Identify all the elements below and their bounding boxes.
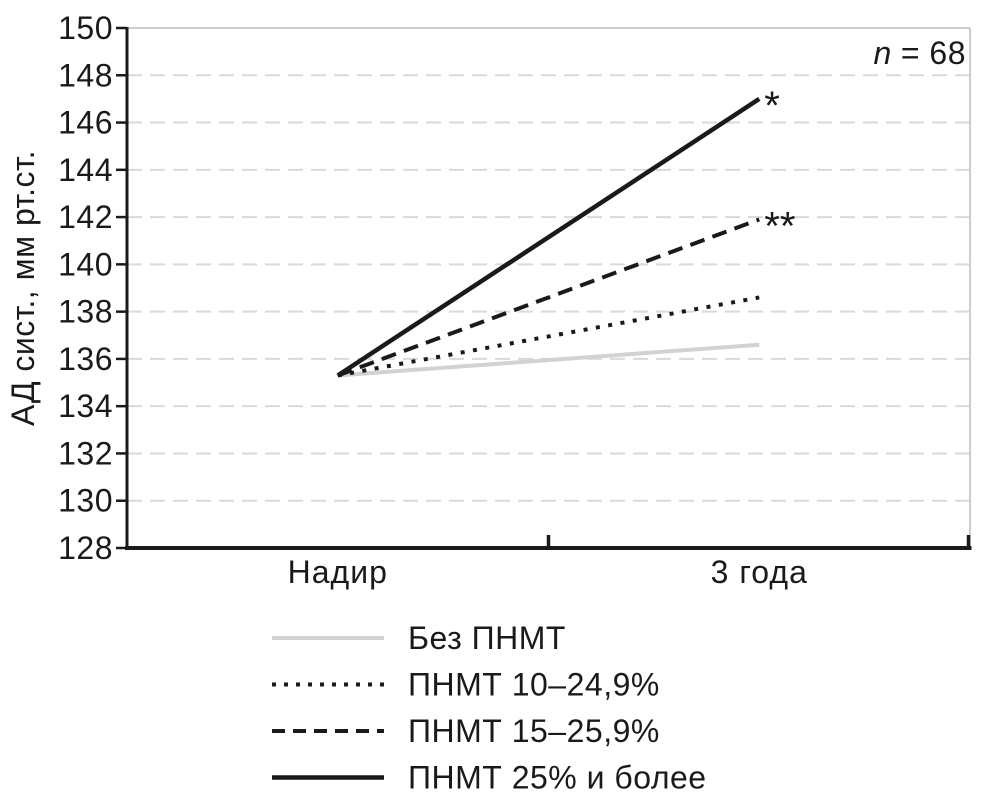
legend-label-1: ПНМТ 10–24,9% [408, 667, 660, 703]
y-tick-label-150: 150 [58, 10, 113, 46]
sample-size-value: = 68 [901, 35, 966, 71]
y-tick-label-146: 146 [58, 105, 113, 141]
series-line-3 [336, 97, 761, 378]
y-tick-label-134: 134 [58, 388, 113, 424]
gridlines [127, 27, 971, 548]
legend-item-2: ПНМТ 15–25,9% [272, 713, 660, 749]
series-line-0 [337, 342, 760, 378]
legend-label-2: ПНМТ 15–25,9% [408, 713, 660, 749]
sample-size-symbol: n [874, 35, 892, 71]
series-line-1 [337, 295, 760, 378]
x-category-label-0: Надир [288, 554, 388, 590]
legend: Без ПНМТ ПНМТ 10–24,9% ПНМТ 15–25,9% ПНМТ 2… [272, 620, 707, 796]
series-line-2 [337, 217, 760, 378]
legend-label-3: ПНМТ 25% и более [408, 760, 707, 796]
y-tick-label-128: 128 [58, 530, 113, 566]
y-tick-label-138: 138 [58, 294, 113, 330]
sample-size-annotation: n = 68 [874, 35, 966, 71]
y-tick-label-144: 144 [58, 152, 113, 188]
legend-item-3: ПНМТ 25% и более [272, 760, 707, 796]
x-category-label-1: 3 года [711, 554, 808, 590]
legend-label-0: Без ПНМТ [408, 620, 566, 656]
significance-marker-3: * [764, 84, 780, 128]
y-tick-label-142: 142 [58, 199, 113, 235]
legend-item-0: Без ПНМТ [272, 620, 566, 656]
data-series: *** [336, 84, 795, 378]
y-tick-label-136: 136 [58, 341, 113, 377]
axis-labels: 128 130 132 134 136 138 140 142 144 146 148 150 Нади… [58, 10, 808, 590]
y-tick-label-148: 148 [58, 57, 113, 93]
y-tick-label-130: 130 [58, 483, 113, 519]
axes [116, 26, 972, 550]
y-tick-label-132: 132 [58, 435, 113, 471]
y-axis-title: АД сист., мм рт.ст. [5, 150, 41, 426]
significance-marker-2: ** [764, 204, 795, 248]
legend-item-1: ПНМТ 10–24,9% [272, 667, 660, 703]
y-tick-label-140: 140 [58, 246, 113, 282]
